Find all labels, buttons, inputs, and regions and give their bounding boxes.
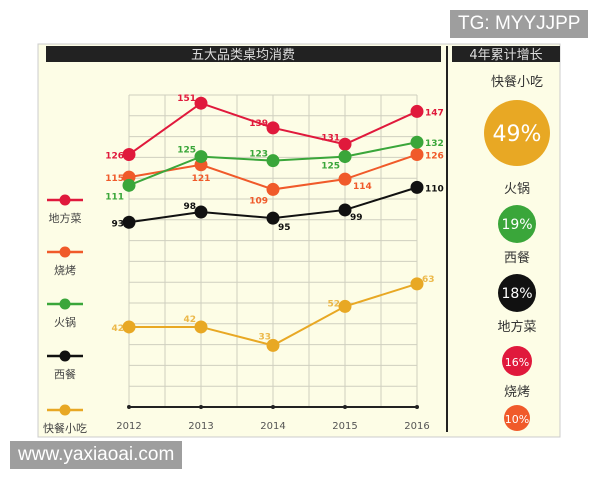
x-tick-label: 2015 (332, 421, 357, 432)
growth-circle (504, 405, 530, 431)
growth-circle (484, 100, 550, 166)
legend-label: 快餐小吃 (43, 421, 87, 435)
growth-circle (502, 346, 532, 376)
data-point (122, 215, 136, 229)
data-label: 123 (249, 150, 268, 160)
legend-label: 火锅 (54, 316, 76, 329)
growth-label: 快餐小吃 (491, 74, 543, 90)
data-label: 63 (422, 275, 435, 285)
series-2: 111 125 123 125 132 (105, 135, 444, 202)
x-tick-label: 2012 (116, 421, 141, 432)
series-0: 126 151 139 131 147 (105, 94, 444, 161)
data-point (266, 121, 280, 135)
data-label: 125 (321, 162, 340, 172)
data-point (338, 203, 352, 217)
growth-value: 49% (493, 122, 542, 147)
legend-marker (59, 194, 71, 206)
data-label: 95 (278, 223, 291, 233)
growth-value: 19% (501, 217, 532, 233)
data-label: 110 (425, 184, 444, 194)
x-tick-label: 2013 (188, 421, 213, 432)
x-tick (343, 405, 347, 409)
growth-value: 18% (501, 286, 532, 302)
growth-label: 烧烤 (504, 385, 530, 400)
data-label: 52 (327, 299, 340, 309)
data-point (338, 172, 352, 186)
data-point (410, 104, 424, 118)
data-point (338, 299, 352, 313)
data-point (194, 205, 208, 219)
data-label: 121 (192, 174, 211, 184)
data-label: 93 (111, 219, 124, 229)
data-label: 114 (353, 182, 372, 192)
data-point (410, 148, 424, 162)
legend-marker (59, 350, 71, 362)
data-label: 131 (321, 133, 340, 143)
data-label: 98 (183, 202, 196, 212)
data-point (266, 182, 280, 196)
data-label: 126 (105, 152, 124, 162)
x-tick-label: 2016 (404, 421, 429, 432)
data-label: 132 (425, 139, 444, 149)
growth-title-bar (452, 46, 560, 62)
data-label: 42 (111, 324, 124, 334)
data-point (266, 211, 280, 225)
data-label: 151 (177, 94, 196, 104)
legend-marker (59, 404, 71, 416)
x-tick-label: 2014 (260, 421, 285, 432)
data-label: 139 (249, 119, 268, 129)
x-tick (127, 405, 131, 409)
data-label: 111 (105, 192, 124, 202)
series-4: 42 42 33 52 63 (111, 275, 435, 352)
legend-marker (59, 246, 71, 258)
data-point (266, 154, 280, 168)
growth-circle (498, 205, 536, 243)
data-point (194, 150, 208, 164)
data-label: 109 (249, 196, 268, 206)
watermark-top: TG: MYYJJPP (450, 10, 589, 38)
data-point (410, 180, 424, 194)
growth-title: 4年累计增长 (469, 48, 542, 63)
data-point (338, 150, 352, 164)
data-label: 99 (350, 213, 363, 223)
data-point (122, 320, 136, 334)
data-label: 33 (258, 332, 271, 342)
growth-label: 西餐 (504, 250, 530, 266)
series-3: 93 98 95 99 110 (111, 180, 444, 233)
data-point (410, 135, 424, 149)
growth-value: 16% (505, 356, 529, 369)
legend-marker (59, 298, 71, 310)
growth-circle (498, 274, 536, 312)
x-tick (415, 405, 419, 409)
data-point (338, 137, 352, 151)
growth-label: 地方菜 (497, 319, 536, 335)
legend-label: 西餐 (54, 367, 76, 381)
legend-label: 烧烤 (54, 263, 76, 277)
data-point (194, 96, 208, 110)
data-label: 125 (177, 146, 196, 156)
data-label: 42 (183, 315, 196, 325)
data-point (122, 148, 136, 162)
data-label: 147 (425, 108, 444, 118)
data-label: 126 (425, 152, 444, 162)
data-label: 115 (105, 174, 124, 184)
growth-value: 10% (505, 413, 529, 426)
data-point (122, 178, 136, 192)
watermark-bottom: www.yaxiaoai.com (10, 441, 183, 469)
data-point (410, 277, 424, 291)
legend-label: 地方菜 (49, 211, 82, 225)
chart-title: 五大品类桌均消费 (191, 48, 295, 63)
growth-label: 火锅 (504, 181, 530, 197)
x-tick (199, 405, 203, 409)
data-point (194, 320, 208, 334)
title-bar (46, 46, 441, 62)
data-point (266, 338, 280, 352)
x-tick (271, 405, 275, 409)
